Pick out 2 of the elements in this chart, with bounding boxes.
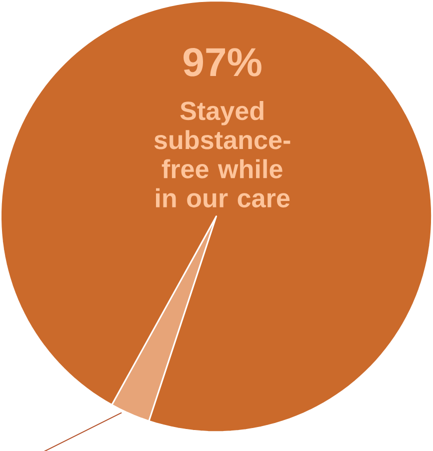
data-label: 97% [184, 48, 262, 76]
slice-label: Stayed substance-free while in our care [154, 100, 290, 208]
